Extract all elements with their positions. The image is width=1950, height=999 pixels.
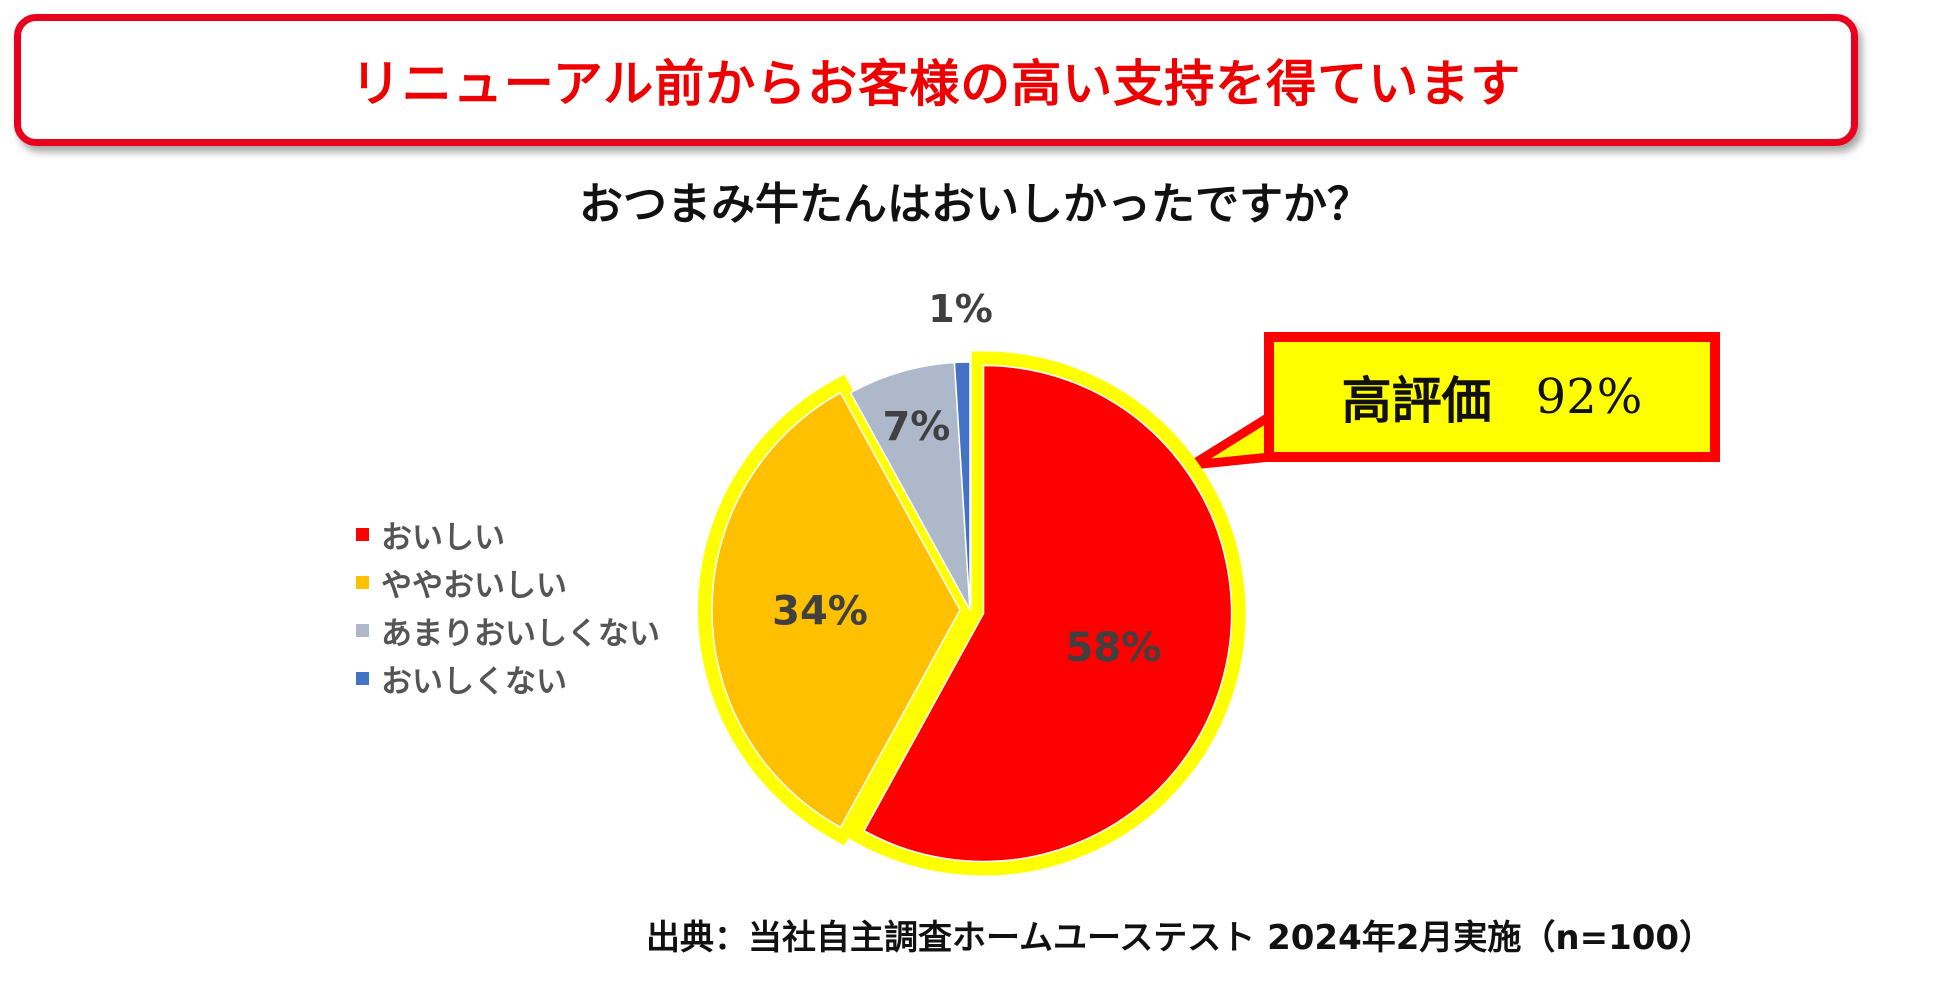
- headline-banner: リニューアル前からお客様の高い支持を得ています: [14, 14, 1858, 146]
- legend-label: ややおいしい: [381, 567, 567, 604]
- slice-data-label: 7%: [882, 404, 950, 450]
- legend-label: あまりおいしくない: [381, 615, 660, 652]
- slice-data-label: 58%: [1065, 625, 1161, 671]
- chart-legend: おいしい ややおいしい あまりおいしくない おいしくない: [356, 510, 660, 702]
- source-note: 出典：当社自主調査ホームユーステスト 2024年2月実施（n=100）: [646, 918, 1714, 958]
- legend-item-amari-oishikunai: あまりおいしくない: [356, 606, 660, 654]
- legend-item-yaya-oishii: ややおいしい: [356, 558, 660, 606]
- legend-swatch: [356, 623, 369, 637]
- pie-slice: [849, 361, 971, 611]
- callout-label: 高評価: [1341, 372, 1492, 430]
- legend-item-oishii: おいしい: [356, 510, 660, 558]
- highlight-outline: [846, 351, 1246, 876]
- headline-text: リニューアル前からお客様の高い支持を得ています: [350, 55, 1522, 113]
- legend-swatch: [356, 527, 369, 541]
- legend-label: おいしくない: [381, 663, 567, 700]
- callout-value: 92%: [1535, 369, 1643, 425]
- legend-label: おいしい: [381, 519, 505, 556]
- pie-slice: [953, 361, 971, 611]
- legend-swatch: [356, 671, 369, 685]
- slice-data-label: 1%: [928, 287, 993, 331]
- high-rating-callout: 高評価 92%: [1264, 332, 1720, 462]
- chart-title: おつまみ牛たんはおいしかったですか？: [579, 179, 1371, 230]
- slice-data-label: 34%: [772, 588, 868, 634]
- legend-item-oishikunai: おいしくない: [356, 654, 660, 702]
- highlight-outline: [698, 374, 974, 846]
- legend-swatch: [356, 575, 369, 589]
- pie-slice: [863, 364, 1233, 863]
- pie-slice: [711, 391, 961, 829]
